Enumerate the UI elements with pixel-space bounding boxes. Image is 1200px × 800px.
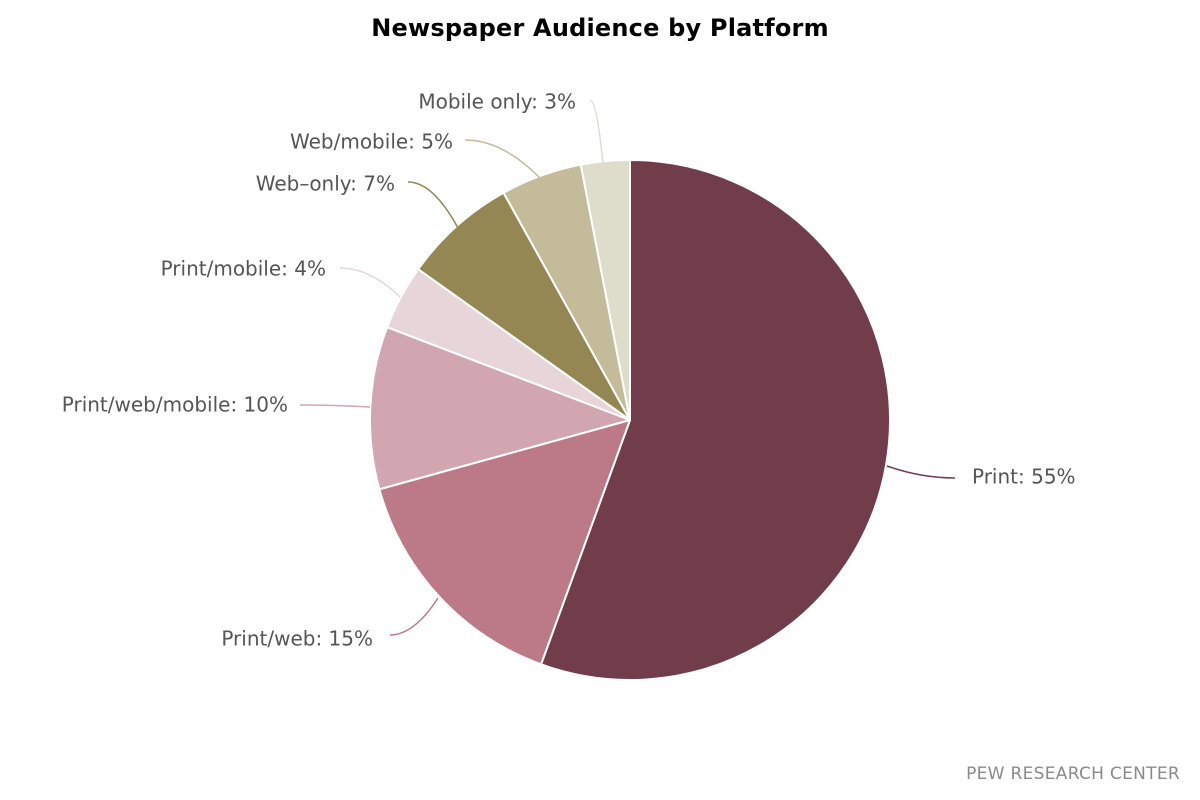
leader-line-mobile-only	[589, 99, 604, 164]
leader-line-print	[886, 465, 956, 479]
slice-label-print-web: Print/web: 15%	[221, 627, 373, 651]
slice-label-print-web-mobile: Print/web/mobile: 10%	[62, 393, 288, 417]
leader-line-print-web-mobile	[299, 404, 371, 408]
slice-label-mobile-only: Mobile only: 3%	[418, 90, 576, 114]
pie-slice-print-web-mobile	[369, 326, 631, 491]
leader-line-print-mobile	[339, 267, 401, 298]
source-credit: PEW RESEARCH CENTER	[966, 764, 1180, 784]
leader-line-web-mobile	[464, 139, 541, 179]
slice-label-print-mobile: Print/mobile: 4%	[161, 257, 326, 281]
pie-slice-print	[540, 159, 891, 681]
pie-slice-mobile-only	[579, 159, 631, 421]
pie-slice-print-web	[378, 419, 631, 666]
leader-line-web-only	[407, 181, 459, 229]
slice-label-web-only: Web–only: 7%	[256, 172, 395, 196]
leader-line-print-web	[389, 597, 439, 636]
slice-label-web-mobile: Web/mobile: 5%	[290, 130, 453, 154]
chart-title: Newspaper Audience by Platform	[371, 14, 829, 42]
slice-label-print: Print: 55%	[972, 465, 1076, 489]
